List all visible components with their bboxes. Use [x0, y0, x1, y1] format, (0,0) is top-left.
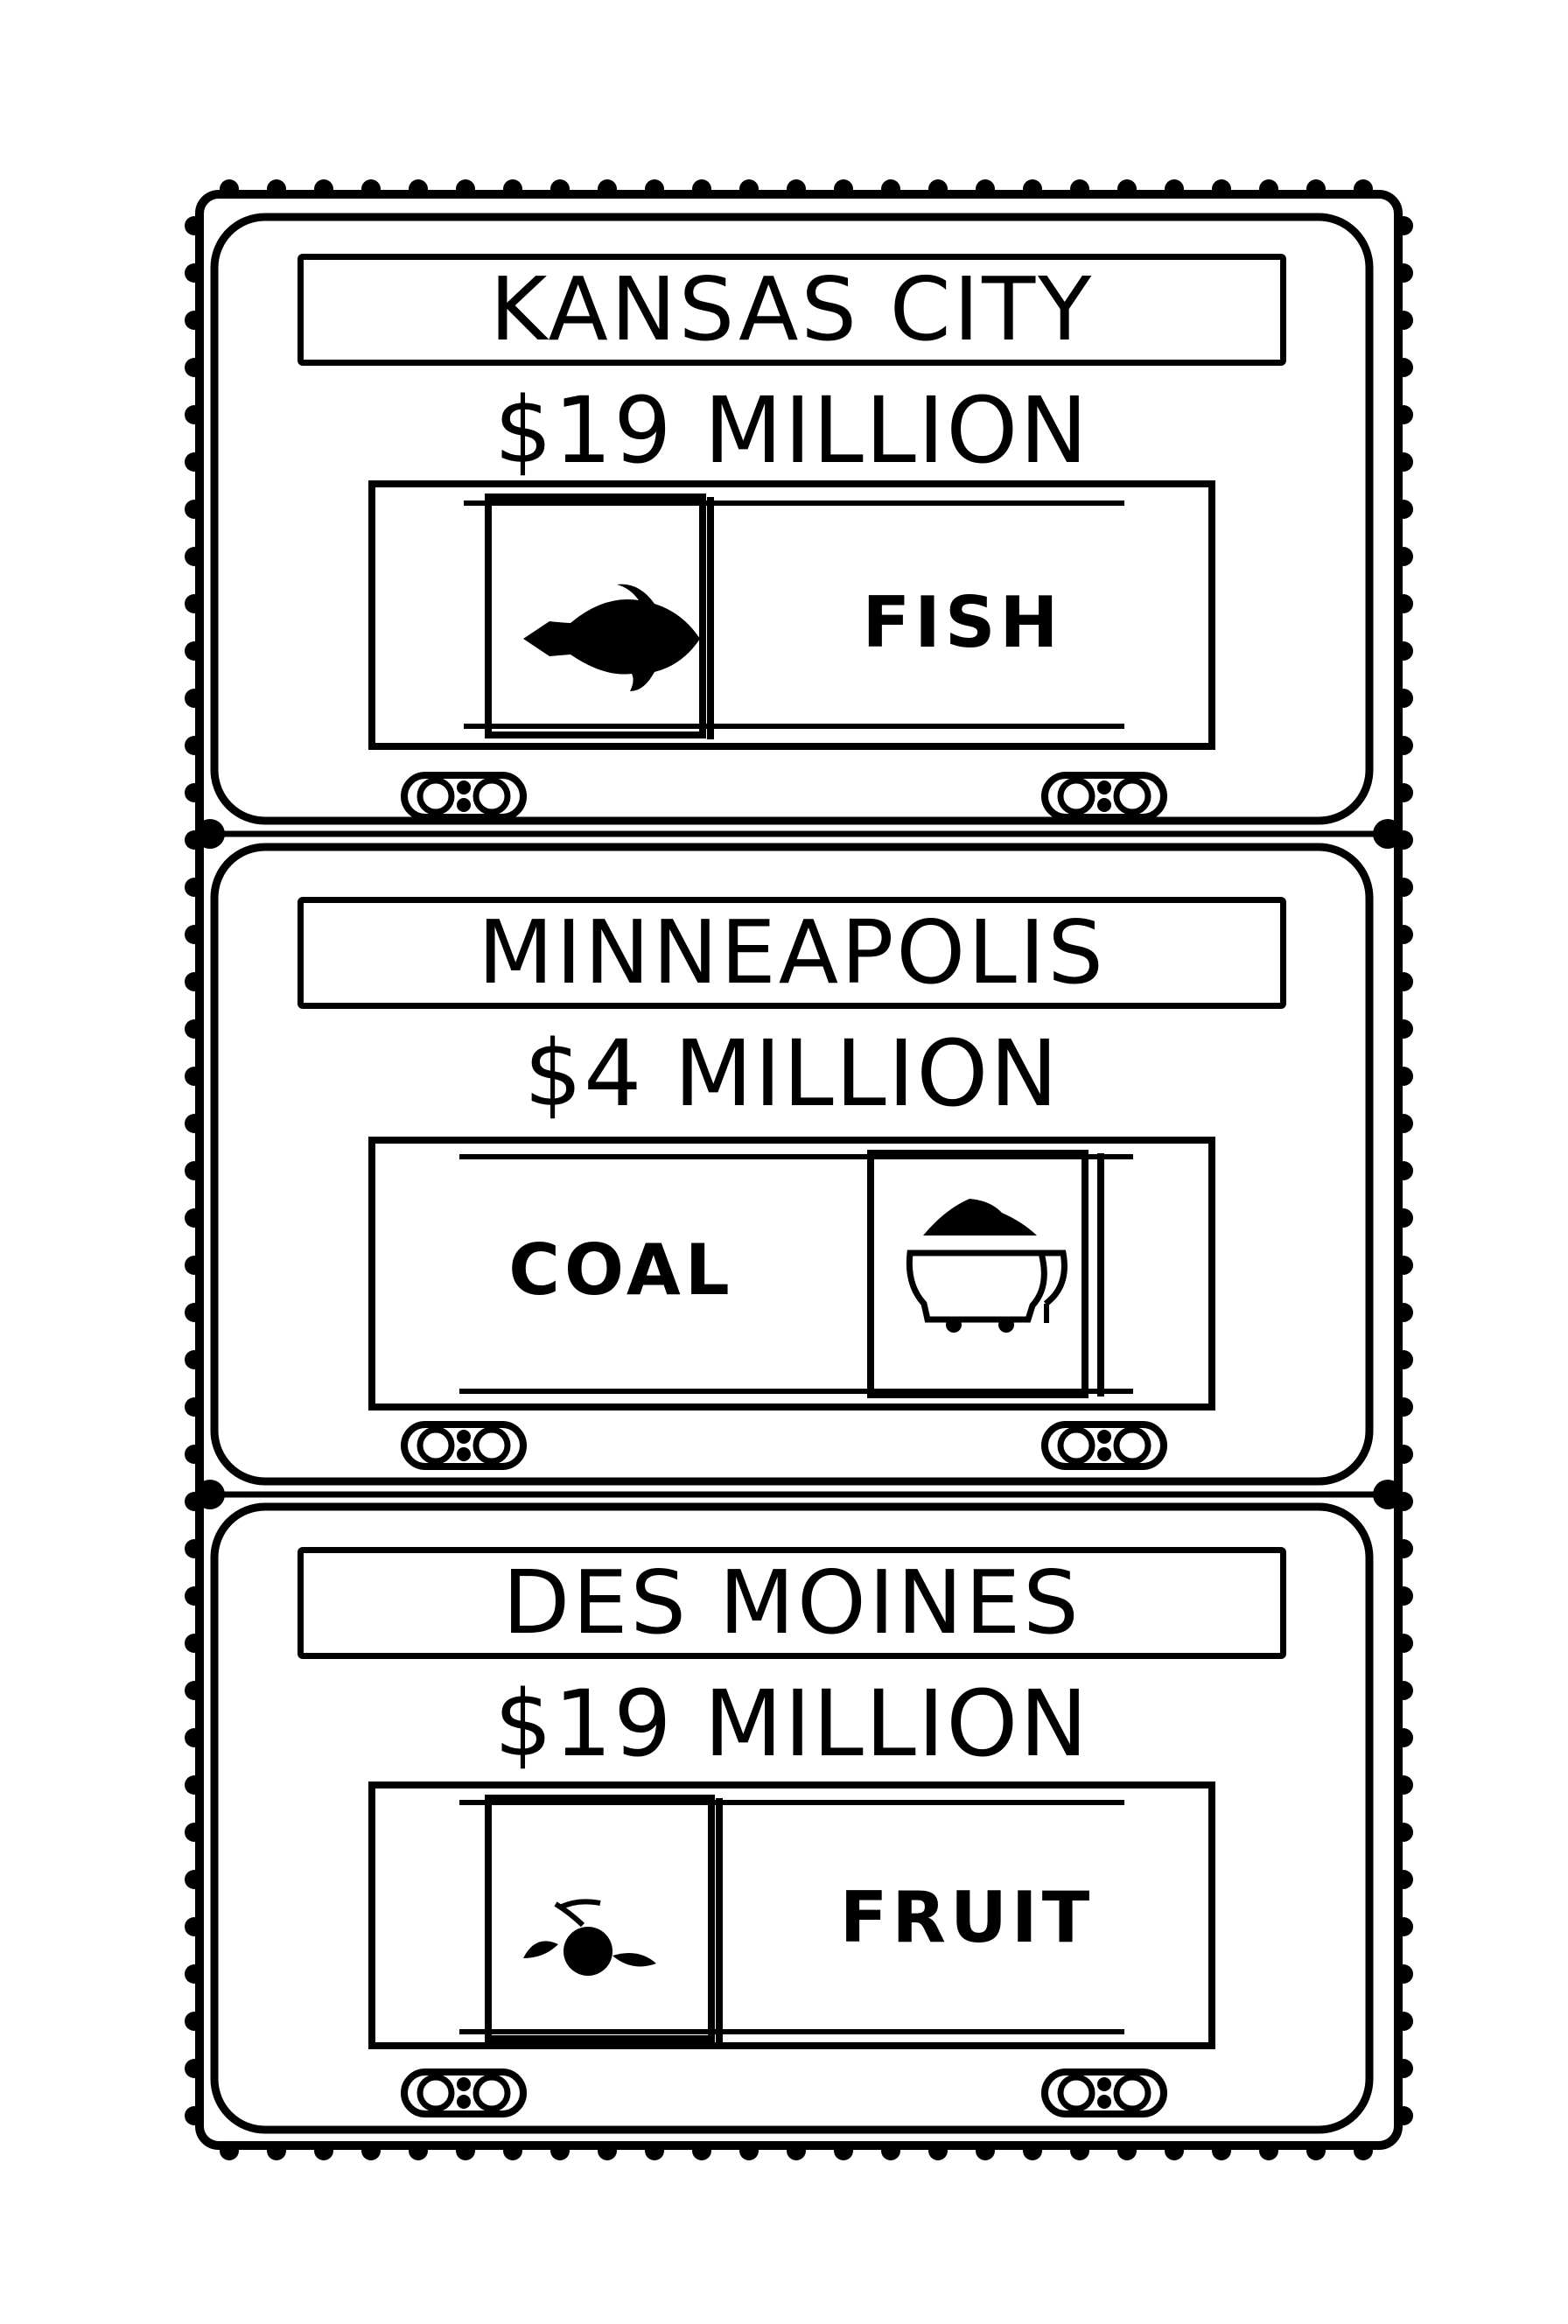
freight-car-minneapolis: [368, 1137, 1215, 1410]
city-label-des-moines: DES MOINES: [298, 1547, 1286, 1659]
stamp-outer-border: [195, 190, 1403, 2150]
wheel-truck: [1041, 1421, 1167, 1470]
panel-frame-kansas-city: [210, 213, 1374, 825]
amount-minneapolis: $4 MILLION: [523, 1020, 1060, 1127]
wheel-truck: [401, 772, 527, 821]
cargo-label-fruit: FRUIT: [839, 1877, 1095, 1958]
city-label-minneapolis: MINNEAPOLIS: [298, 897, 1286, 1009]
cargo-label-coal: COAL: [508, 1229, 734, 1311]
freight-car-des-moines: [368, 1782, 1215, 2049]
fish-icon: [523, 584, 700, 691]
fruit-icon: [523, 1899, 656, 1976]
corner-ornament: [195, 819, 1403, 1509]
city-label-kansas-city: KANSAS CITY: [298, 254, 1286, 366]
panel-frame-des-moines: [210, 1502, 1374, 2134]
panel-frame-minneapolis: [210, 843, 1374, 1486]
coal-icon: [906, 1199, 1068, 1333]
wheel-truck: [1041, 772, 1167, 821]
cargo-label-fish: FISH: [862, 582, 1063, 663]
wheel-truck: [401, 1421, 527, 1470]
amount-des-moines: $19 MILLION: [494, 1670, 1090, 1777]
amount-kansas-city: $19 MILLION: [494, 377, 1090, 484]
wheel-truck: [401, 2068, 527, 2118]
freight-car-kansas-city: [368, 480, 1215, 750]
wheel-truck: [1041, 2068, 1167, 2118]
